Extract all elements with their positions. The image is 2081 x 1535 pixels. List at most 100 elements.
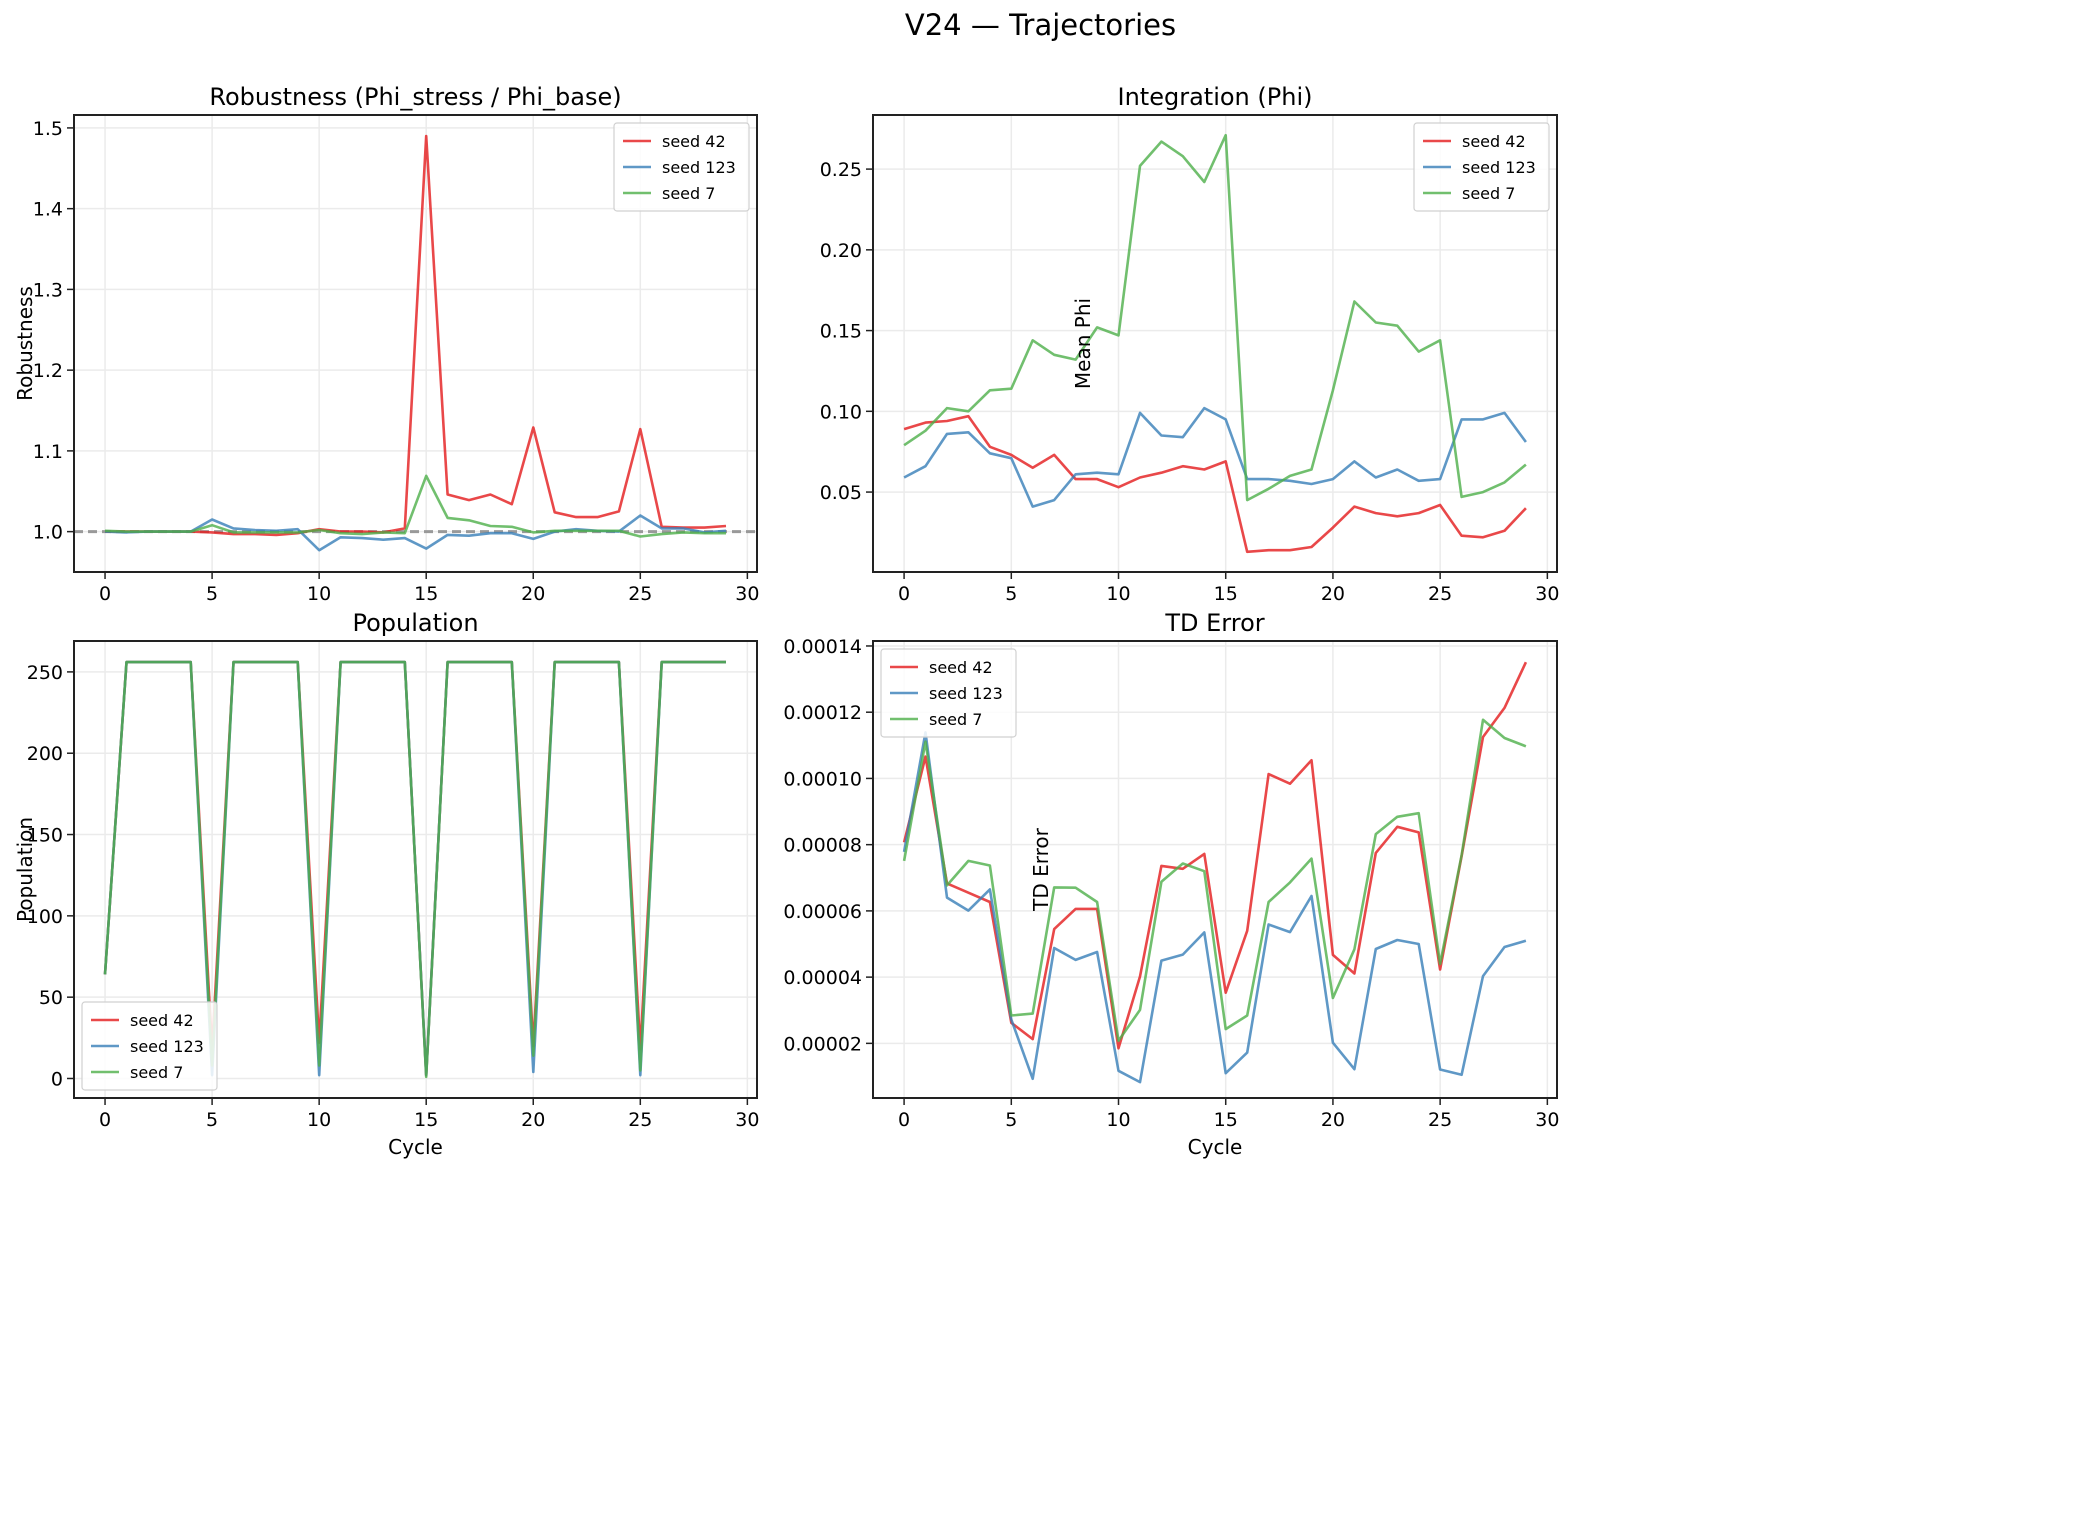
y-axis-label: Robustness: [13, 286, 37, 401]
series-line-seed-123: [104, 514, 727, 552]
y-tick-label: 0.20: [820, 240, 862, 262]
y-tick-label: 0: [51, 1068, 63, 1090]
y-tick-label: 0.00004: [783, 967, 862, 989]
series-line-seed-42: [903, 414, 1527, 554]
legend-label-seed-123: seed 123: [929, 684, 1003, 703]
y-axis-label: TD Error: [1029, 827, 1053, 912]
legend-label-seed-7: seed 7: [1462, 184, 1515, 203]
y-tick-label: 0.00008: [783, 835, 862, 857]
legend-box: [613, 122, 750, 212]
x-tick-label: 20: [1321, 1109, 1345, 1131]
legend-label-seed-123: seed 123: [662, 158, 736, 177]
y-tick-label: 1.5: [33, 118, 63, 140]
x-tick-label: 0: [898, 1109, 910, 1131]
x-tick-label: 25: [1428, 1109, 1452, 1131]
panel-title: Integration (Phi): [1118, 83, 1313, 111]
y-tick-label: 0.00010: [783, 768, 862, 790]
series-line-seed-7: [902, 718, 1527, 1042]
x-tick-label: 15: [414, 1109, 438, 1131]
legend-label-seed-7: seed 7: [929, 710, 982, 729]
legend-box: [880, 648, 1017, 738]
x-tick-label: 10: [1106, 583, 1130, 605]
y-tick-label: 1.2: [33, 360, 63, 382]
legend-label-seed-42: seed 42: [130, 1011, 194, 1030]
y-tick-label: 100: [27, 906, 63, 928]
legend-label-seed-42: seed 42: [1462, 132, 1526, 151]
series-line-seed-123: [903, 406, 1527, 508]
y-tick-label: 250: [27, 662, 63, 684]
axes-frame: [73, 640, 758, 1099]
x-tick-label: 10: [307, 583, 331, 605]
y-tick-label: 1.4: [33, 199, 63, 221]
x-tick-label: 20: [1321, 583, 1345, 605]
plot-area: [902, 661, 1528, 1084]
panel-robustness: 0 5 10 15 20 25 30 1.0 1.1 1.2 1.3 1.4 1.5 Robustness…: [13, 83, 759, 605]
axes-frame: [872, 640, 1558, 1099]
x-tick-label: 20: [521, 1109, 545, 1131]
y-tick-label: 50: [39, 987, 63, 1009]
y-tick-label: 1.1: [33, 441, 63, 463]
plot-area: [104, 134, 727, 552]
axes-frame: [872, 114, 1558, 573]
figure-title: V24 — Trajectories: [904, 8, 1177, 42]
y-tick-label: 0.10: [820, 401, 862, 423]
axes-frame: [73, 114, 758, 573]
x-tick-label: 15: [1214, 1109, 1238, 1131]
x-tick-label: 25: [628, 1109, 652, 1131]
x-tick-label: 25: [1428, 583, 1452, 605]
y-tick-label: 0.00012: [783, 702, 862, 724]
y-tick-label: 0.25: [820, 159, 862, 181]
y-axis-label: Mean Phi: [1071, 298, 1095, 389]
x-tick-label: 20: [521, 583, 545, 605]
legend-box: [81, 1001, 218, 1091]
x-tick-label: 30: [735, 583, 759, 605]
y-tick-label: 150: [27, 825, 63, 847]
panel-td-error: 0 5 10 15 20 25 30 0.00002 0.00004 0.00006 0.00008…: [783, 609, 1559, 1159]
legend-label-seed-123: seed 123: [130, 1037, 204, 1056]
y-tick-label: 200: [27, 743, 63, 765]
x-tick-label: 25: [628, 583, 652, 605]
series-line-seed-7: [104, 474, 726, 538]
x-tick-label: 15: [414, 583, 438, 605]
y-tick-label: 1.3: [33, 279, 63, 301]
series-line-seed-7: [103, 660, 726, 1079]
legend-label-seed-7: seed 7: [662, 184, 715, 203]
x-axis-label: Cycle: [388, 1135, 443, 1159]
legend: seed 42 seed 123 seed 7: [880, 648, 1017, 738]
x-tick-label: 10: [1106, 1109, 1130, 1131]
x-tick-label: 5: [206, 1109, 218, 1131]
series-line-seed-7: [903, 133, 1527, 502]
x-tick-label: 0: [99, 1109, 111, 1131]
x-tick-label: 30: [1535, 583, 1559, 605]
panel-title: Robustness (Phi_stress / Phi_base): [209, 83, 621, 111]
x-tick-label: 15: [1214, 583, 1238, 605]
x-tick-label: 10: [307, 1109, 331, 1131]
y-tick-label: 0.00014: [783, 636, 862, 658]
panel-title: Population: [352, 609, 478, 637]
legend: seed 42 seed 123 seed 7: [1413, 122, 1550, 212]
legend: seed 42 seed 123 seed 7: [613, 122, 750, 212]
legend-label-seed-42: seed 42: [662, 132, 726, 151]
series-line-seed-42: [105, 134, 727, 537]
y-tick-label: 0.05: [820, 482, 862, 504]
y-axis-label: Population: [13, 817, 37, 922]
panel-population: 0 5 10 15 20 25 30 0 50 100 150 200 250 Population Cyc…: [13, 609, 759, 1159]
panel-integration: 0 5 10 15 20 25 30 0.05 0.10 0.15 0.20 0.25 Integrat…: [820, 83, 1560, 605]
legend: seed 42 seed 123 seed 7: [81, 1001, 218, 1091]
legend-label-seed-7: seed 7: [130, 1063, 183, 1082]
x-tick-label: 5: [1005, 1109, 1017, 1131]
legend-box: [1413, 122, 1550, 212]
x-tick-label: 5: [1005, 583, 1017, 605]
x-tick-label: 30: [735, 1109, 759, 1131]
x-tick-label: 0: [99, 583, 111, 605]
x-tick-label: 0: [898, 583, 910, 605]
y-tick-label: 0.15: [820, 321, 862, 343]
y-tick-label: 0.00002: [783, 1033, 862, 1055]
legend-label-seed-123: seed 123: [1462, 158, 1536, 177]
y-tick-label: 0.00006: [783, 901, 862, 923]
x-axis-label: Cycle: [1188, 1135, 1243, 1159]
panel-title: TD Error: [1164, 609, 1264, 637]
x-tick-label: 5: [206, 583, 218, 605]
plot-area: [903, 133, 1527, 554]
